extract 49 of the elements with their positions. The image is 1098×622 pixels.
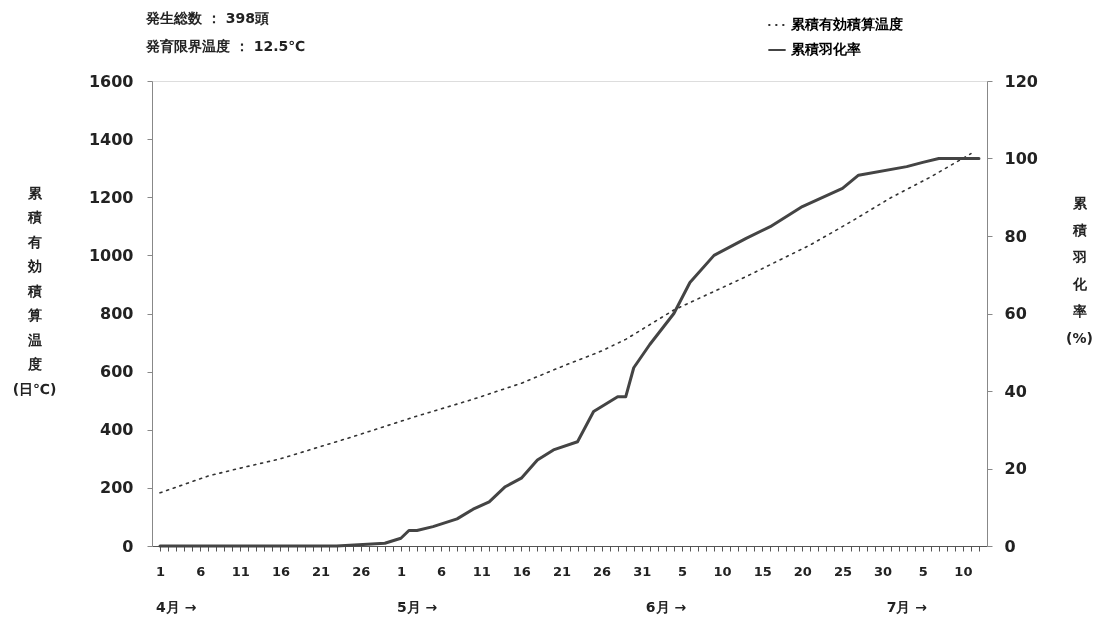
- x-tick-label: 30: [874, 563, 893, 579]
- y2-tick-label: 80: [1004, 226, 1027, 246]
- text: 4月 →: [156, 599, 197, 615]
- text: 累積有効積算温度 (日℃): [12, 184, 57, 397]
- x-tick-label: 15: [753, 563, 772, 579]
- y2-tick-label: 0: [1004, 536, 1016, 556]
- x-tick-label: 31: [633, 563, 652, 579]
- x-tick-label: 11: [231, 563, 250, 579]
- y2-tick-label: 20: [1004, 459, 1027, 478]
- y2-tick-label: 120: [1004, 71, 1038, 91]
- y-tick-label: 800: [100, 304, 134, 323]
- y-tick-label: 400: [100, 420, 134, 440]
- y-tick-label: 1600: [88, 71, 134, 91]
- y-tick-label: 600: [100, 362, 134, 382]
- line-series: [159, 152, 972, 494]
- text: 7月 →: [886, 599, 928, 615]
- y2-axis-title: 累積羽化率 (%): [1066, 194, 1093, 346]
- y2-tick-label: 60: [1004, 304, 1027, 323]
- x-tick-label: 5: [677, 563, 687, 579]
- x-tick-label: 25: [833, 563, 853, 579]
- x-tick-label: 26: [593, 563, 612, 579]
- line-series: [158, 157, 981, 548]
- y-tick-label: 1200: [88, 187, 134, 207]
- legend-label: 累積有効積算温度: [790, 16, 903, 32]
- x-tick-label: 21: [312, 563, 331, 579]
- x-tick-label: 6: [437, 563, 447, 579]
- x-tick-label: 6: [196, 563, 206, 579]
- legend-label: 累積羽化率: [790, 41, 861, 57]
- x-tick-label: 1: [156, 563, 166, 579]
- x-tick-label: 20: [793, 563, 812, 579]
- y2-tick-label: 100: [1004, 149, 1038, 168]
- text: 5月 →: [396, 599, 438, 615]
- y-tick-label: 0: [122, 536, 134, 556]
- text: 6月 →: [645, 599, 687, 615]
- x-tick-label: 16: [512, 563, 531, 579]
- y2-tick-label: 40: [1004, 381, 1027, 401]
- chart-title: 発生総数 ： 398頭: [145, 10, 269, 26]
- x-tick-label: 1: [396, 563, 406, 579]
- x-tick-label: 10: [954, 563, 973, 579]
- x-tick-label: 11: [472, 563, 491, 579]
- chart-subtitle: 発育限界温度 ： 12.5℃: [145, 38, 306, 54]
- x-tick-label: 10: [713, 563, 732, 579]
- x-tick-label: 16: [271, 563, 291, 579]
- x-tick-label: 5: [918, 563, 928, 579]
- y-tick-label: 1400: [88, 129, 134, 149]
- y-tick-label: 1000: [88, 245, 134, 265]
- y-tick-label: 200: [100, 478, 134, 498]
- x-tick-label: 26: [352, 563, 371, 579]
- x-tick-label: 21: [552, 563, 572, 579]
